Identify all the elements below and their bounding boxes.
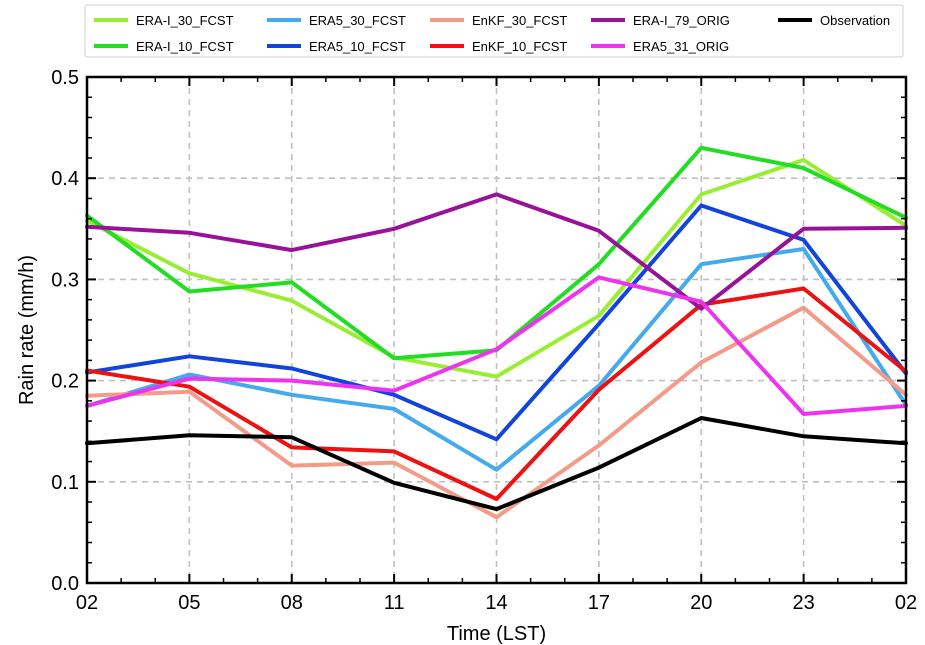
legend-item: EnKF_30_FCST — [430, 13, 567, 28]
series-line-era-i-30-fcst — [85, 158, 908, 379]
legend-item: Observation — [778, 13, 890, 28]
legend-label: ERA-I_30_FCST — [136, 13, 234, 28]
x-tick-label: 20 — [690, 592, 712, 614]
legend-label: ERA5_30_FCST — [309, 13, 406, 28]
y-tick-label: 0.0 — [51, 573, 79, 595]
series-line-observation — [85, 416, 908, 512]
y-tick-label: 0.4 — [51, 168, 79, 190]
series-line-era5-31-orig — [85, 275, 908, 416]
series-line-enkf-30-fcst — [85, 305, 908, 520]
legend-label: EnKF_10_FCST — [472, 39, 567, 54]
x-tick-label: 17 — [588, 592, 610, 614]
legend-label: Observation — [820, 13, 890, 28]
legend-label: EnKF_30_FCST — [472, 13, 567, 28]
series-line-era-i-79-orig — [85, 192, 908, 311]
legend-label: ERA-I_10_FCST — [136, 39, 234, 54]
x-tick-label: 02 — [895, 592, 917, 614]
y-axis-label: Rain rate (mm/h) — [16, 255, 38, 405]
x-tick-label: 23 — [793, 592, 815, 614]
legend-item: ERA5_10_FCST — [267, 39, 406, 54]
legend-item: ERA-I_30_FCST — [94, 13, 234, 28]
y-tick-label: 0.1 — [51, 472, 79, 494]
series-line-enkf-10-fcst — [85, 286, 908, 501]
series-group — [85, 145, 908, 520]
legend-item: ERA5_31_ORIG — [591, 39, 729, 54]
x-axis-label: Time (LST) — [447, 623, 546, 645]
legend-item: EnKF_10_FCST — [430, 39, 567, 54]
y-tick-label: 0.3 — [51, 269, 79, 291]
legend-label: ERA5_31_ORIG — [633, 39, 729, 54]
series-line-era5-10-fcst — [85, 203, 908, 442]
legend-item: ERA-I_10_FCST — [94, 39, 234, 54]
legend-item: ERA-I_79_ORIG — [591, 13, 730, 28]
y-tick-label: 0.2 — [51, 371, 79, 393]
legend: ERA-I_30_FCST ERA-I_10_FCST ERA5_30_FCST ER… — [84, 4, 904, 58]
x-tick-label: 08 — [281, 592, 303, 614]
y-tick-label: 0.5 — [51, 67, 79, 89]
axis-ticks: 02 05 08 11 14 17 20 23 020.00.10.20.30.40.5 — [51, 67, 917, 614]
legend-item: ERA5_30_FCST — [267, 13, 406, 28]
x-tick-label: 11 — [384, 592, 405, 614]
x-tick-label: 05 — [178, 592, 200, 614]
x-tick-label: 14 — [485, 592, 507, 614]
legend-label: ERA5_10_FCST — [309, 39, 406, 54]
x-tick-label: 02 — [76, 592, 98, 614]
legend-label: ERA-I_79_ORIG — [633, 13, 730, 28]
